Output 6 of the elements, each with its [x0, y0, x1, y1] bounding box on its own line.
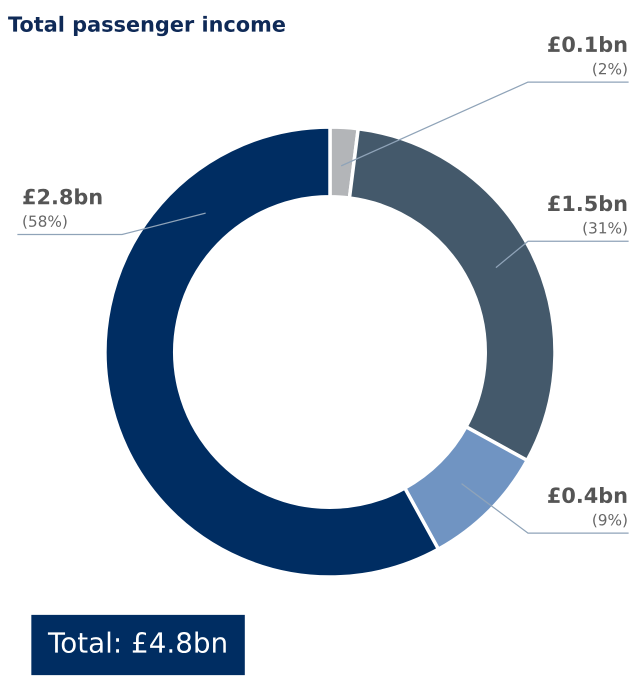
- data-label: £0.4bn (9%): [548, 487, 627, 528]
- chart-title: Total passenger income: [8, 16, 285, 36]
- data-label: £1.5bn (31%): [548, 195, 627, 236]
- data-label: £2.8bn (58%): [23, 188, 102, 229]
- data-label: £0.1bn (2%): [548, 36, 627, 76]
- text: Total: £4.8bn: [48, 632, 226, 654]
